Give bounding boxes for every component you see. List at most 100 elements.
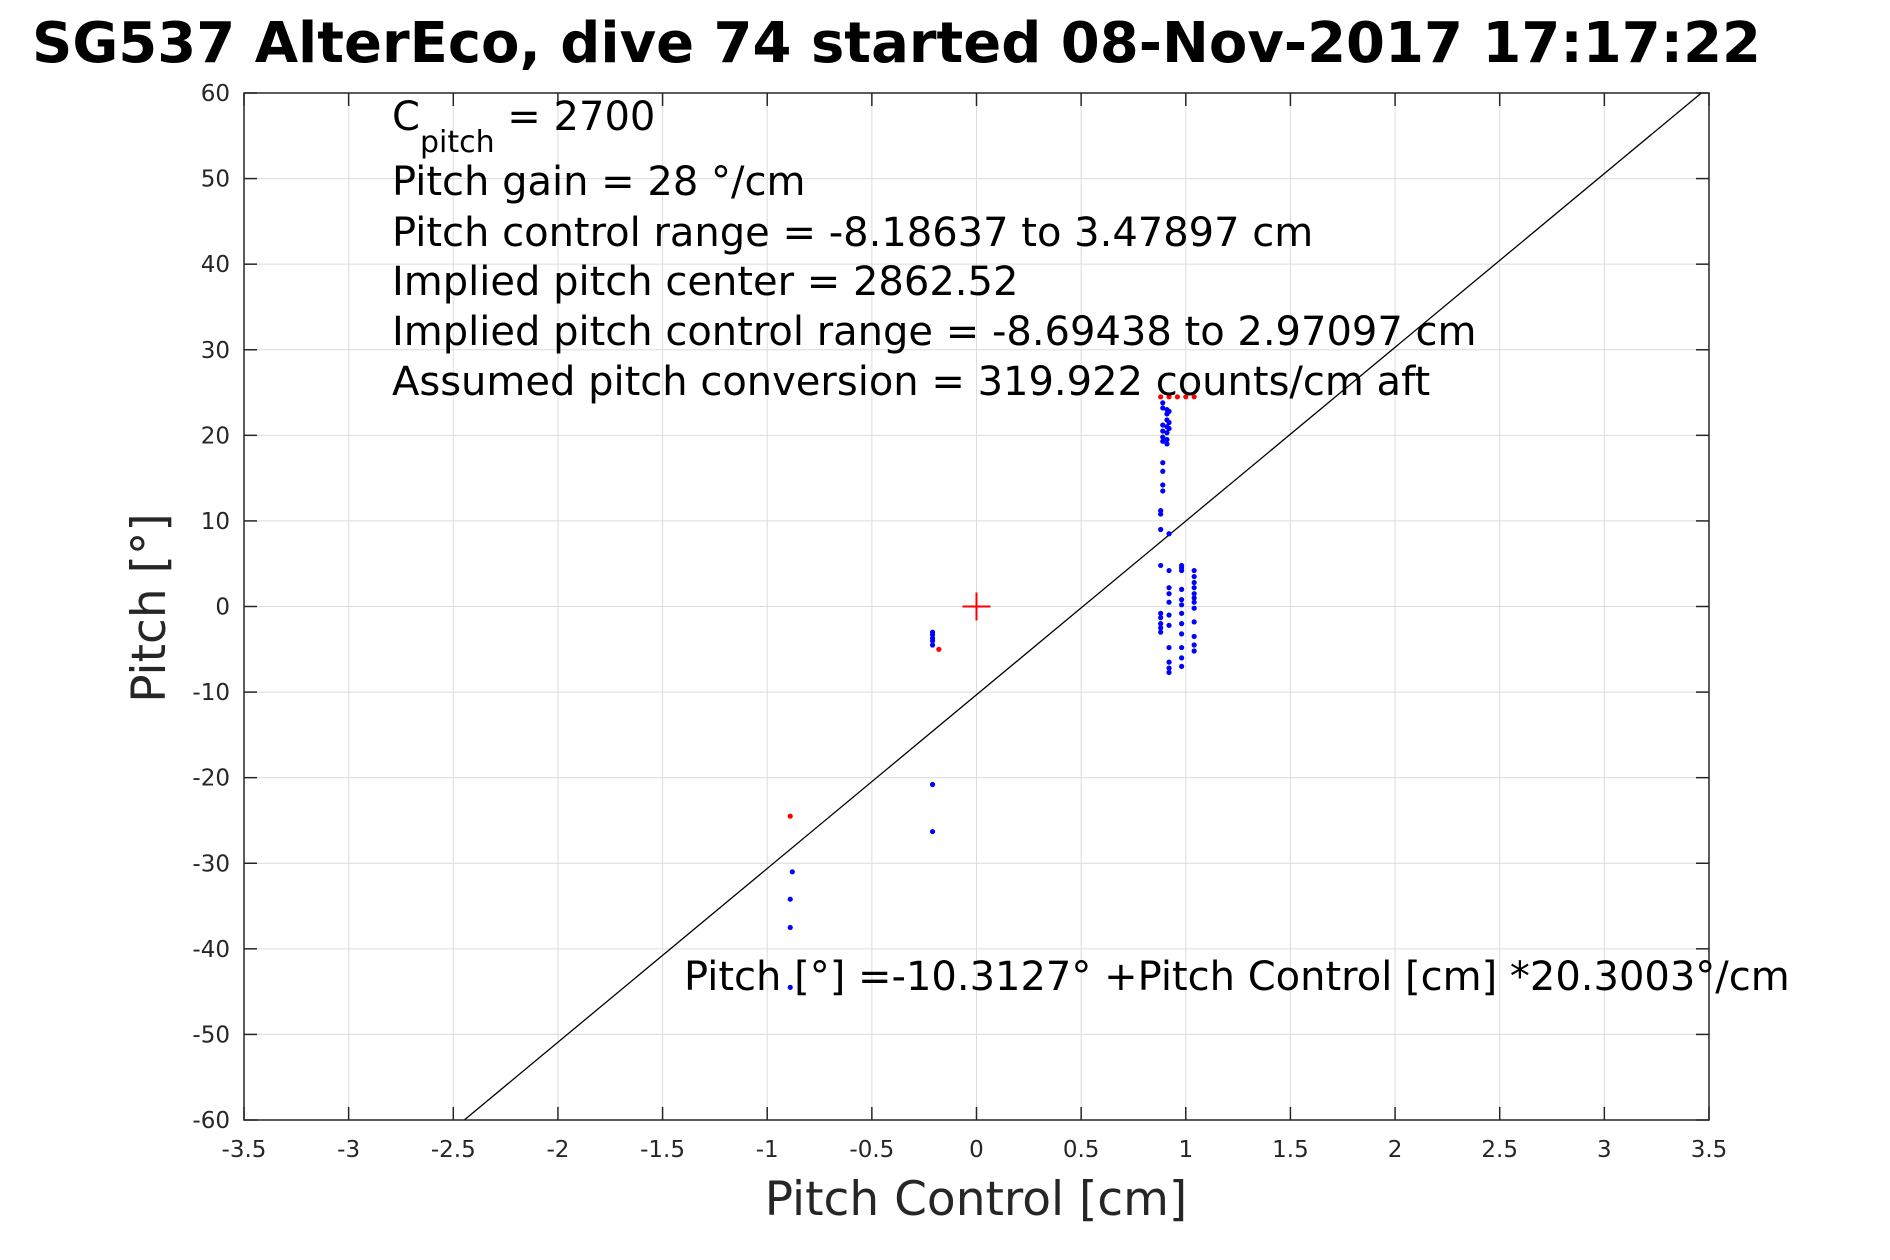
red-data-point (1191, 394, 1197, 400)
blue-data-point (1158, 511, 1164, 517)
x-tick-label: -1 (756, 1137, 779, 1163)
x-tick-label: 1.5 (1272, 1137, 1309, 1163)
blue-data-point (1160, 488, 1166, 494)
blue-data-point (1158, 610, 1164, 616)
blue-data-point (1179, 567, 1185, 574)
blue-data-point (1191, 579, 1197, 586)
blue-data-point (1164, 437, 1170, 443)
red-data-point (1174, 394, 1181, 400)
blue-data-point (1160, 434, 1166, 440)
y-tick-label: 60 (201, 81, 230, 107)
blue-data-point (929, 638, 936, 644)
blue-data-point (1160, 400, 1166, 406)
blue-data-point (1160, 460, 1166, 466)
y-tick-label: -40 (192, 937, 230, 963)
x-tick-label: -2.5 (431, 1137, 476, 1163)
annotation-control-range: Pitch control range = -8.18637 to 3.4789… (392, 210, 1313, 256)
blue-data-point (929, 828, 936, 835)
blue-data-point (1158, 621, 1164, 627)
blue-data-point (1164, 441, 1170, 447)
blue-data-point (1166, 669, 1172, 675)
cpitch-value: = 2700 (495, 94, 656, 140)
y-tick-label: 40 (201, 252, 230, 278)
y-tick-label: -20 (192, 766, 230, 792)
y-tick-label: -50 (192, 1022, 230, 1048)
blue-data-point (787, 896, 793, 902)
data-points (787, 394, 1197, 990)
blue-data-point (1158, 526, 1164, 533)
x-tick-label: 0 (969, 1137, 984, 1163)
chart-title: SG537 AlterEco, dive 74 started 08-Nov-2… (32, 11, 1761, 76)
annotation-implied-range: Implied pitch control range = -8.69438 t… (392, 309, 1476, 355)
blue-data-point (1166, 591, 1172, 597)
red-data-point (936, 646, 942, 652)
blue-data-point (1191, 642, 1197, 648)
red-data-point (1183, 394, 1189, 400)
y-tick-label: 50 (201, 167, 230, 193)
x-tick-label: -0.5 (849, 1137, 894, 1163)
x-tick-label: 3 (1597, 1137, 1612, 1163)
blue-data-point (1179, 597, 1185, 603)
x-tick-label: 2.5 (1481, 1137, 1518, 1163)
blue-data-point (1166, 665, 1172, 671)
blue-data-point (1179, 655, 1185, 661)
blue-data-point (1191, 599, 1197, 605)
blue-data-point (1166, 585, 1172, 591)
annotation-pitch-gain: Pitch gain = 28 °/cm (392, 159, 805, 205)
x-tick-label: -2 (546, 1137, 569, 1163)
blue-data-point (1191, 648, 1197, 654)
y-tick-label: 0 (215, 595, 230, 621)
y-tick-label: 20 (201, 423, 230, 449)
annotation-block: Cpitch = 2700 Pitch gain = 28 °/cm Pitch… (392, 94, 1476, 405)
blue-data-point (1166, 408, 1172, 414)
y-tick-label: -60 (192, 1108, 230, 1134)
blue-data-point (787, 984, 793, 990)
blue-data-point (1179, 586, 1185, 592)
blue-data-point (1166, 644, 1172, 651)
y-tick-label: 10 (201, 509, 230, 535)
blue-data-point (1179, 631, 1185, 637)
blue-data-point (1158, 625, 1164, 631)
cpitch-symbol: C (392, 94, 420, 140)
blue-data-point (1164, 430, 1170, 436)
y-axis-label: Pitch [°] (122, 513, 177, 703)
cpitch-subscript: pitch (420, 125, 495, 160)
x-tick-label: -3 (337, 1137, 360, 1163)
red-data-point (1158, 394, 1164, 400)
blue-data-point (1179, 602, 1185, 608)
plot-frame (243, 92, 1710, 1121)
fit-line-layer (463, 92, 1702, 1121)
blue-data-point (1191, 573, 1197, 580)
blue-data-point (789, 869, 795, 875)
blue-data-point (1191, 633, 1197, 640)
blue-data-point (1158, 615, 1164, 621)
fit-line (463, 92, 1702, 1121)
annotation-implied-center: Implied pitch center = 2862.52 (392, 259, 1018, 305)
blue-data-point (1179, 644, 1185, 651)
blue-data-point (1160, 422, 1166, 428)
blue-data-point (1166, 659, 1172, 665)
blue-data-point (1166, 622, 1172, 628)
blue-data-point (1191, 591, 1197, 597)
blue-data-point (1160, 468, 1166, 474)
blue-data-point (1160, 438, 1166, 444)
tick-labels: -3.5 -3 -2.5 -2 -1.5 -1 -0.5 0 0.5 1 1.5 2 2.5 3 3.5 -6… (192, 81, 1727, 1163)
annotation-cpitch: Cpitch = 2700 (392, 94, 655, 160)
blue-data-point (1179, 663, 1185, 670)
x-tick-label: 3.5 (1691, 1137, 1728, 1163)
blue-data-point (1191, 595, 1197, 601)
x-tick-label: 1 (1178, 1137, 1193, 1163)
x-tick-label: 0.5 (1063, 1137, 1100, 1163)
annotation-conversion: Assumed pitch conversion = 319.922 count… (392, 359, 1430, 405)
blue-data-point (1191, 567, 1197, 574)
blue-data-point (929, 781, 936, 788)
fit-equation: Pitch [°] =-10.3127° +Pitch Control [cm]… (684, 954, 1790, 1000)
blue-data-point (1160, 405, 1166, 411)
blue-data-point (1166, 567, 1172, 574)
axis-ticks (243, 92, 1710, 1121)
x-axis-label: Pitch Control [cm] (765, 1172, 1188, 1227)
blue-data-point (1166, 531, 1172, 537)
y-tick-label: 30 (201, 338, 230, 364)
blue-data-point (787, 924, 793, 931)
blue-data-point (1166, 599, 1172, 605)
